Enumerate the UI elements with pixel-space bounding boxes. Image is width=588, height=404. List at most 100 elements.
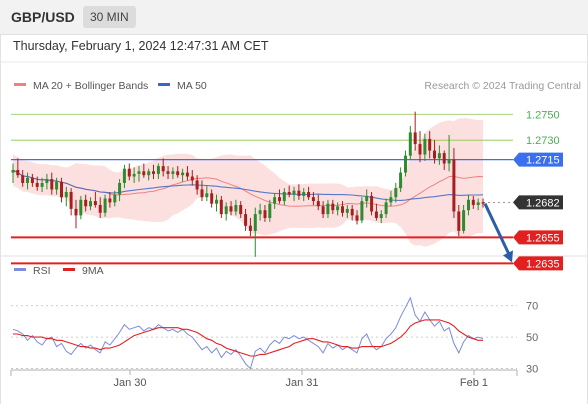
bollinger-band-fill <box>13 118 483 247</box>
candle-body <box>374 211 378 218</box>
price-level-tag <box>513 195 563 210</box>
legend-ma20-label: MA 20 + Bollinger Bands <box>33 80 148 92</box>
candle-body <box>437 153 441 159</box>
candle-body <box>326 203 330 215</box>
candle-body <box>278 197 281 202</box>
interval-button[interactable]: 30 MIN <box>83 6 136 28</box>
moving-averages <box>12 169 484 207</box>
frame-border-left <box>0 34 1 404</box>
candle-body <box>399 172 403 189</box>
candle-body <box>195 180 199 190</box>
candle-body <box>365 195 369 202</box>
candle-body <box>408 132 412 156</box>
candle-body <box>142 171 146 176</box>
candle-body <box>108 198 112 203</box>
candle-body <box>181 172 185 176</box>
candle-body <box>433 150 436 159</box>
rsi-tick-label: 30 <box>526 364 538 376</box>
candle-body <box>282 192 286 202</box>
candle-body <box>11 170 15 173</box>
price-level-labels: 1.2750 1.2730 1.2715 1.2682 1.2655 1.2635 <box>513 109 563 271</box>
candle-body <box>355 215 359 221</box>
candle-body <box>16 170 20 176</box>
candle-body <box>156 166 160 174</box>
candle-body <box>297 190 301 196</box>
watermark: Research © 2024 Trading Central <box>424 80 581 92</box>
legend-swatch-ma50 <box>158 83 170 86</box>
candle-body <box>152 171 155 174</box>
price-level-tag <box>513 256 563 271</box>
chart-timestamp: Thursday, February 1, 2024 12:47:31 AM C… <box>13 39 269 53</box>
candlesticks <box>11 111 485 257</box>
time-axis-label: Jan 30 <box>113 377 146 389</box>
ma50-line <box>12 169 484 201</box>
candle-body <box>341 206 344 213</box>
candle-body <box>263 210 267 218</box>
candle-body <box>481 202 485 204</box>
candle-body <box>350 208 354 216</box>
candle-body <box>176 171 180 176</box>
candle-body <box>428 138 432 151</box>
candle-body <box>234 205 238 212</box>
candle-body <box>287 192 291 195</box>
forecast-arrow-shaft <box>483 203 511 255</box>
candle-body <box>268 203 272 218</box>
candle-body <box>219 199 223 215</box>
candle-body <box>98 205 102 213</box>
candle-body <box>132 173 136 177</box>
candle-body <box>40 183 44 187</box>
candle-body <box>239 205 243 215</box>
candle-body <box>394 188 398 198</box>
candle-body <box>331 203 335 211</box>
symbol-label: GBP/USD <box>11 9 75 25</box>
candle-body <box>84 199 88 207</box>
candle-body <box>292 190 296 195</box>
candle-body <box>452 159 456 212</box>
candle-body <box>321 206 325 215</box>
candle-body <box>122 168 126 183</box>
candle-body <box>224 206 228 215</box>
candle-body <box>205 193 209 198</box>
candle-body <box>118 183 122 195</box>
candle-body <box>404 155 407 173</box>
candle-body <box>171 171 175 174</box>
time-axis-label: Feb 1 <box>460 377 488 389</box>
candle-body <box>113 194 117 203</box>
candle-body <box>311 197 315 202</box>
candle-body <box>360 201 364 221</box>
candle-body <box>229 206 233 212</box>
forecast-arrow <box>483 203 513 263</box>
candle-body <box>161 166 165 172</box>
price-level-label: 1.2730 <box>526 135 560 147</box>
price-level-label: 1.2655 <box>526 232 560 244</box>
price-level-label: 1.2750 <box>526 109 560 121</box>
candle-body <box>45 179 49 183</box>
candle-body <box>74 208 78 216</box>
candle-body <box>423 138 427 155</box>
time-axis: Jan 30 Jan 31 Feb 1 <box>113 370 488 389</box>
legend-9ma-label: 9MA <box>82 265 104 277</box>
candle-body <box>442 153 446 164</box>
price-level-label: 1.2635 <box>526 258 560 270</box>
candle-body <box>457 211 461 231</box>
candle-body <box>147 171 151 176</box>
rsi-line <box>12 296 484 370</box>
candle-body <box>244 214 248 226</box>
candle-body <box>35 183 39 187</box>
candle-body <box>215 199 218 204</box>
candle-body <box>185 172 189 177</box>
candle-body <box>253 214 257 231</box>
candle-body <box>21 175 25 183</box>
price-level-label: 1.2715 <box>526 155 560 167</box>
time-axis-label: Jan 31 <box>285 377 318 389</box>
legend-swatch-9ma <box>63 268 75 271</box>
candle-body <box>467 199 470 211</box>
candle-body <box>137 171 141 174</box>
candle-body <box>166 171 170 174</box>
candle-body <box>26 177 29 183</box>
candle-body <box>370 195 374 212</box>
candle-body <box>89 201 92 207</box>
legend-ma50-label: MA 50 <box>177 80 207 92</box>
legend-swatch-rsi <box>14 268 26 271</box>
